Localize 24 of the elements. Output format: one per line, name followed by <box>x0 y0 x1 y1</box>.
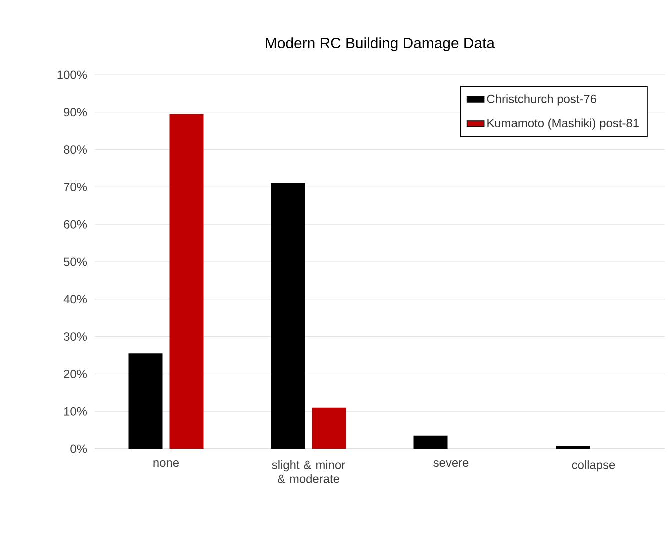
y-tick-label: 10% <box>64 407 88 416</box>
y-tick-label: 80% <box>64 146 88 154</box>
bar <box>556 446 590 449</box>
x-tick-label: slight & minor & moderate <box>272 460 346 484</box>
bar <box>128 354 163 449</box>
y-tick-label: 0% <box>70 444 88 454</box>
y-tick-label: 20% <box>64 370 88 378</box>
x-tick-label: none <box>154 460 180 468</box>
y-tick-label: 50% <box>64 258 88 266</box>
legend-label: Kumamoto (Mashiki) post-81 <box>488 118 639 130</box>
y-tick-label: 40% <box>64 295 88 304</box>
y-tick-label: 70% <box>64 182 88 192</box>
bar <box>414 436 448 449</box>
bar <box>312 408 346 449</box>
y-tick-label: 100% <box>58 70 88 80</box>
bar <box>170 114 204 449</box>
y-tick-label: 90% <box>64 108 88 117</box>
legend-label: Christchurch post-76 <box>487 94 596 106</box>
y-tick-label: 30% <box>64 332 88 342</box>
bar <box>271 183 306 449</box>
x-tick-label: collapse <box>572 460 616 472</box>
chart-title: Modern RC Building Damage Data <box>266 38 495 52</box>
y-tick-label: 60% <box>64 220 88 229</box>
x-tick-label: severe <box>434 460 469 468</box>
